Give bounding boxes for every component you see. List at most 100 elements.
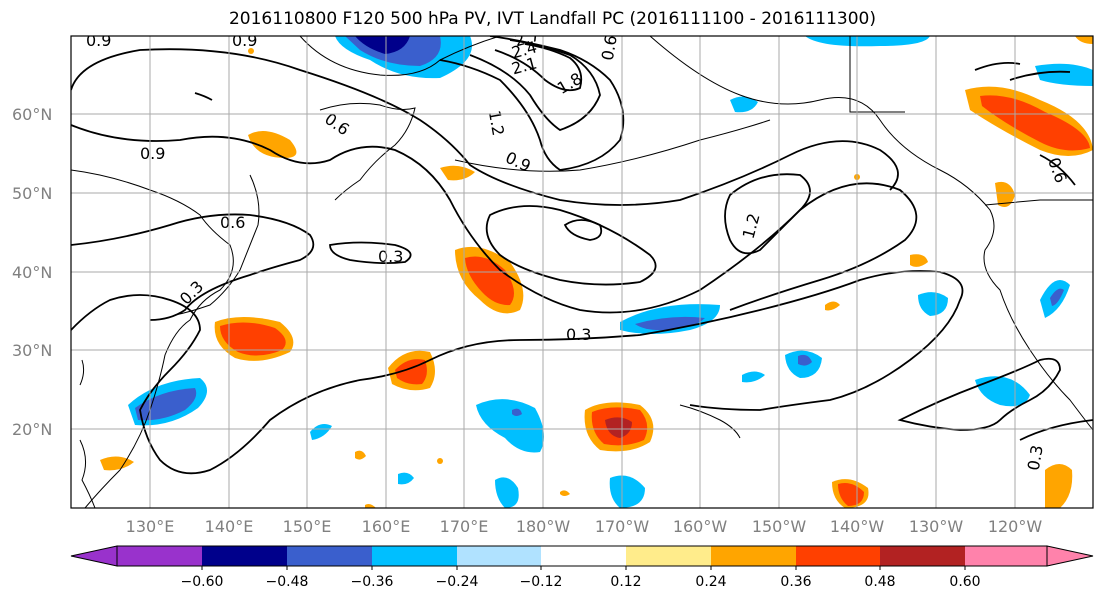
contour-label: 0.6	[598, 34, 621, 62]
negative-anomaly-region	[1035, 63, 1093, 86]
colorbar-bin	[880, 546, 965, 566]
lon-label: 170°W	[595, 517, 650, 536]
lon-label: 130°E	[126, 517, 175, 536]
positive-anomaly-region	[248, 131, 297, 158]
lon-label: 140°E	[205, 517, 254, 536]
contour-label: 0.9	[503, 148, 534, 176]
negative-anomaly-region	[495, 477, 519, 508]
positive-anomaly-region	[220, 322, 286, 356]
negative-anomaly-region	[975, 376, 1030, 407]
contour-label: 0.9	[232, 31, 257, 50]
lon-label: 150°W	[752, 517, 807, 536]
plot-title: 2016110800 F120 500 hPa PV, IVT Landfall…	[228, 9, 876, 29]
map-frame	[70, 35, 1094, 509]
colorbar-label: −0.24	[436, 574, 479, 590]
contour-label: 1.2	[739, 211, 764, 241]
lat-label: 50°N	[12, 184, 52, 203]
pv-contour	[71, 213, 315, 321]
graticule	[71, 36, 1093, 508]
pv-contour	[329, 241, 412, 265]
colorbar-extend-min	[70, 545, 118, 567]
contour-label: 0.3	[378, 247, 403, 266]
negative-anomaly-region	[512, 408, 522, 416]
pv-contour	[71, 48, 899, 206]
colorbar-labels: −0.60 −0.48 −0.36 −0.24 −0.12 0.12 0.24 …	[181, 574, 981, 590]
negative-anomaly-region	[730, 96, 758, 113]
latitude-labels: 60°N 50°N 40°N 30°N 20°N	[12, 105, 52, 439]
contour-label: 1.2	[485, 109, 508, 137]
pv-contours	[71, 36, 1093, 475]
colorbar-label: 0.48	[864, 574, 895, 590]
contour-label: 0.6	[1044, 155, 1071, 185]
longitude-labels: 130°E 140°E 150°E 160°E 170°E 180°W 170°…	[126, 517, 1043, 536]
pv-contour	[439, 36, 625, 171]
positive-anomaly-region	[248, 48, 254, 54]
colorbar-bin	[202, 546, 287, 566]
pv-contour	[485, 205, 657, 286]
coastline-japan	[174, 174, 260, 316]
positive-anomaly-region	[560, 490, 570, 496]
pv-contour	[897, 357, 1061, 431]
colorbar-bin	[457, 546, 541, 566]
colorbar-label: 0.12	[610, 574, 641, 590]
colorbar-bin	[711, 546, 796, 566]
positive-anomaly-region	[1045, 464, 1073, 508]
lon-label: 160°W	[673, 517, 728, 536]
colorbar-bin	[796, 546, 880, 566]
colorbar: −0.60 −0.48 −0.36 −0.24 −0.12 0.12 0.24 …	[70, 545, 1094, 590]
colorbar-label: −0.48	[266, 574, 309, 590]
pv-contour	[974, 61, 1021, 71]
lat-label: 40°N	[12, 263, 52, 282]
colorbar-ticks	[201, 566, 966, 570]
pv-contour	[71, 270, 964, 475]
positive-anomaly-region	[437, 458, 443, 464]
colorbar-extend-max	[1046, 545, 1094, 567]
colorbar-bin	[287, 546, 372, 566]
lat-label: 60°N	[12, 105, 52, 124]
positive-anomaly-region	[825, 301, 840, 311]
lon-label: 150°E	[283, 517, 332, 536]
negative-anomaly-region	[609, 475, 645, 508]
negative-anomaly-region	[805, 36, 930, 47]
coastline-taiwan	[79, 359, 85, 386]
negative-anomaly-region	[398, 472, 414, 485]
negative-anomaly-region	[742, 371, 765, 383]
contour-label: 0.9	[86, 31, 111, 50]
negative-anomaly-region	[310, 424, 332, 440]
contour-label-group: 0.9 0.6 0.6 0.3 0.9 0.3 0.3 0.6 1.2 0.9 …	[86, 31, 1071, 472]
positive-anomaly-region	[355, 450, 366, 460]
colorbar-label: 0.36	[780, 574, 811, 590]
pv-contour	[1019, 419, 1093, 441]
colorbar-bin	[372, 546, 457, 566]
colorbar-bin	[965, 546, 1047, 566]
negative-anomaly-region	[1050, 288, 1064, 306]
pv-contour	[194, 92, 213, 101]
colorbar-bin	[626, 546, 711, 566]
map-area: 0.9 0.6 0.6 0.3 0.9 0.3 0.3 0.6 1.2 0.9 …	[71, 31, 1093, 508]
pc-shading	[100, 36, 1093, 508]
contour-label: 0.3	[1024, 444, 1047, 472]
lon-label: 140°W	[830, 517, 885, 536]
lat-label: 30°N	[12, 341, 52, 360]
pv-contour	[563, 219, 603, 241]
positive-anomaly-region	[980, 95, 1090, 151]
colorbar-label: 0.24	[695, 574, 726, 590]
positive-anomaly-region	[365, 504, 376, 508]
contour-label: 0.9	[140, 144, 165, 163]
pv-contour	[71, 124, 918, 314]
colorbar-bin	[541, 546, 626, 566]
lon-label: 120°W	[988, 517, 1043, 536]
colorbar-label: −0.60	[181, 574, 224, 590]
positive-anomaly-region	[440, 165, 475, 181]
pv-contour	[494, 43, 583, 92]
lat-label: 20°N	[12, 420, 52, 439]
negative-anomaly-region	[918, 292, 948, 316]
colorbar-label: −0.36	[351, 574, 394, 590]
positive-anomaly-region	[995, 181, 1015, 208]
lon-label: 160°E	[362, 517, 411, 536]
colorbar-label: −0.12	[520, 574, 563, 590]
positive-anomaly-region	[605, 417, 632, 438]
contour-label: 0.3	[566, 325, 591, 344]
positive-anomaly-region	[910, 254, 928, 267]
negative-anomaly-region	[355, 36, 410, 54]
